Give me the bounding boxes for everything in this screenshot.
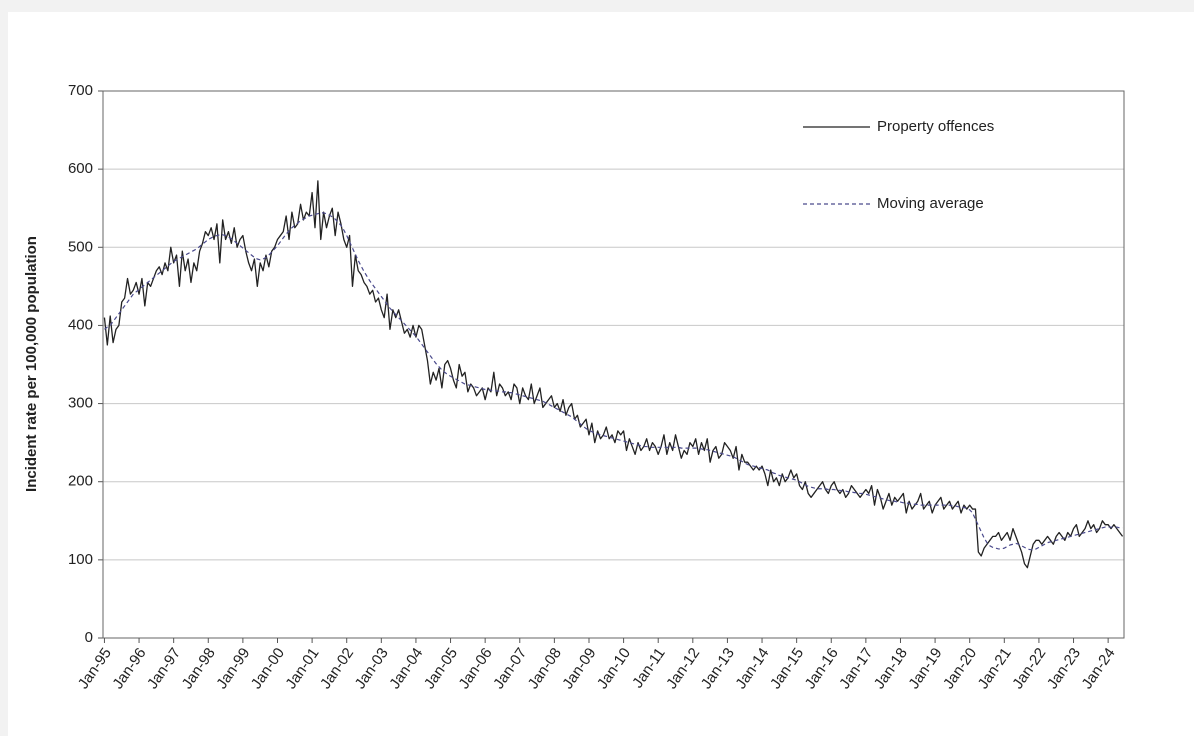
legend-label: Property offences — [877, 118, 994, 135]
y-tick-label: 500 — [68, 238, 93, 255]
y-tick-label: 200 — [68, 473, 93, 490]
panel — [8, 12, 1194, 736]
legend-label: Moving average — [877, 195, 984, 212]
y-tick-label: 0 — [85, 629, 93, 646]
series-line — [104, 212, 1123, 551]
y-tick-label: 100 — [68, 551, 93, 568]
y-tick-label: 700 — [68, 82, 93, 99]
y-tick-label: 300 — [68, 395, 93, 412]
y-tick-label: 400 — [68, 316, 93, 333]
y-tick-label: 600 — [68, 160, 93, 177]
plot-border — [102, 90, 1125, 639]
y-axis-label: Incident rate per 100,000 population — [23, 236, 40, 492]
